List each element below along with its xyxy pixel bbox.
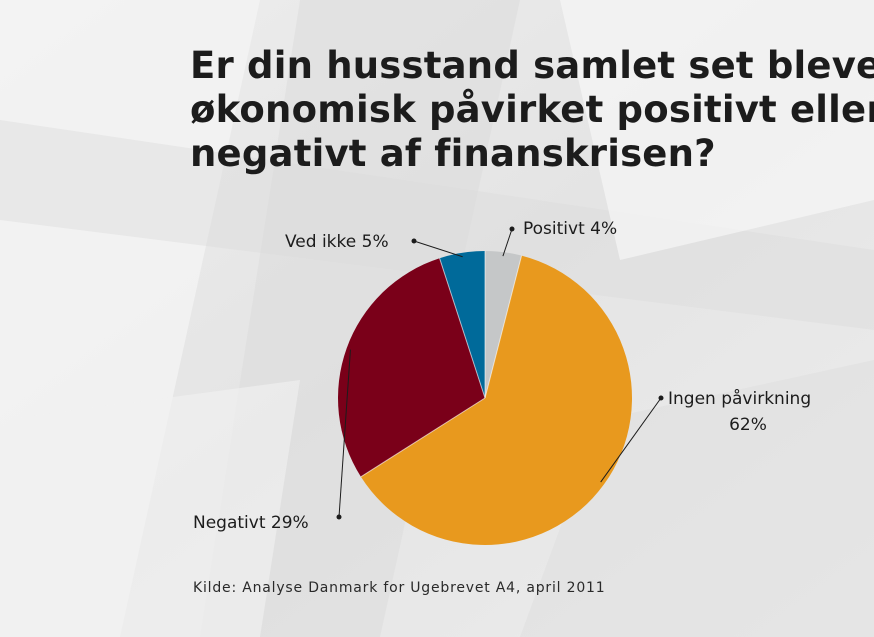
source-note: Kilde: Analyse Danmark for Ugebrevet A4,… (193, 580, 606, 596)
slice-separator (360, 397, 486, 478)
slice-separator (484, 255, 523, 399)
data-label-ingen-påvirkning-2: 62% (729, 415, 767, 435)
data-label-ved-ikke: Ved ikke 5% (285, 232, 389, 252)
leader-line-positivt (502, 228, 513, 257)
leader-line-ingen-påvirkning (600, 397, 662, 483)
leader-line-ved-ikke (413, 240, 463, 258)
title-line-3: negativt af finanskrisen? (190, 132, 716, 175)
pie-slice-ved-ikke (439, 251, 485, 398)
pie-slice-ingen-påvirkning (360, 255, 632, 545)
title-line-1: Er din husstand samlet set blevet (190, 44, 874, 87)
leader-dot-negativt (336, 514, 342, 520)
leader-line-negativt (338, 349, 351, 518)
leader-dot-positivt (509, 226, 515, 232)
leader-dot-ved-ikke (411, 238, 417, 244)
data-label-positivt: Positivt 4% (523, 219, 617, 239)
slice-separator (439, 258, 486, 399)
pie-slice-negativt (338, 258, 485, 477)
data-label-ingen-påvirkning-1: Ingen påvirkning (668, 388, 811, 409)
leader-dot-ingen-påvirkning (658, 395, 664, 401)
data-label-negativt: Negativt 29% (193, 513, 309, 533)
title-line-2: økonomisk påvirket positivt eller (190, 88, 874, 131)
chart-title: Er din husstand samlet set blevet økonom… (190, 44, 874, 176)
